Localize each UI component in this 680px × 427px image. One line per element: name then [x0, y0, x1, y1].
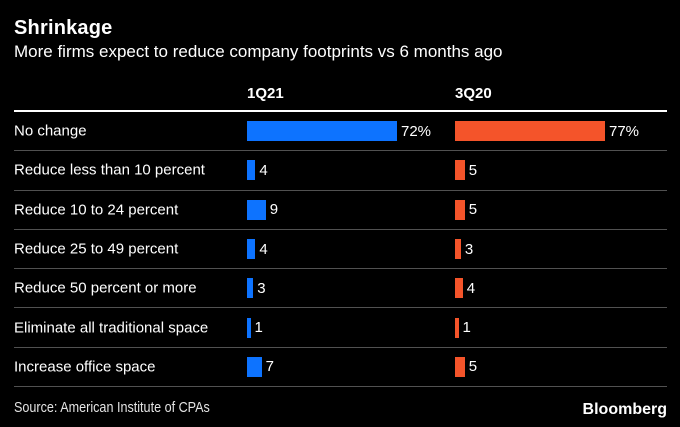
bar-cell-3q20: 77%	[455, 121, 640, 142]
category-label: Increase office space	[14, 358, 156, 376]
category-label: Reduce 25 to 49 percent	[14, 240, 179, 258]
bar-1q21	[247, 356, 262, 377]
bar-3q20	[455, 160, 465, 181]
table-row: Reduce 50 percent or more 3 4	[14, 269, 667, 309]
category-label: No change	[14, 122, 87, 140]
bar-1q21	[247, 199, 266, 220]
bar-cell-1q21: 9	[247, 199, 279, 220]
bar-value-1q21: 72%	[401, 122, 432, 140]
table-row: Reduce 10 to 24 percent 9 5	[14, 191, 667, 230]
chart-subtitle: More firms expect to reduce company foot…	[14, 42, 503, 61]
bar-3q20	[455, 199, 465, 220]
bar-value-1q21: 1	[254, 319, 263, 337]
bar-cell-1q21: 72%	[247, 121, 432, 142]
bar-1q21	[247, 278, 254, 299]
bar-cell-1q21: 4	[247, 239, 268, 260]
header-rule	[14, 110, 667, 112]
bar-value-1q21: 3	[257, 279, 266, 297]
bar-cell-1q21: 3	[247, 278, 266, 299]
bar-value-3q20: 77%	[609, 122, 640, 140]
bar-value-3q20: 3	[464, 240, 474, 258]
bar-3q20	[455, 356, 465, 377]
bar-3q20	[455, 239, 461, 260]
bar-value-1q21: 7	[265, 358, 274, 376]
bar-value-3q20: 5	[468, 161, 478, 179]
category-label: Eliminate all traditional space	[14, 319, 209, 337]
table-row: Eliminate all traditional space 1 1	[14, 308, 667, 348]
bar-1q21	[247, 160, 256, 181]
column-header-1q21: 1Q21	[247, 85, 284, 102]
table-row: Increase office space 7 5	[14, 348, 667, 388]
bar-1q21	[247, 239, 256, 260]
table-row: Reduce less than 10 percent 4 5	[14, 151, 667, 191]
bar-3q20	[455, 121, 605, 142]
bar-value-1q21: 4	[259, 161, 268, 179]
bar-cell-3q20: 3	[455, 239, 474, 260]
category-label: Reduce less than 10 percent	[14, 161, 205, 179]
bloomberg-logo: Bloomberg	[582, 401, 667, 418]
bar-cell-3q20: 1	[455, 317, 471, 338]
bar-cell-3q20: 5	[455, 160, 478, 181]
bar-cell-1q21: 7	[247, 356, 274, 377]
bar-cell-1q21: 4	[247, 160, 268, 181]
bar-3q20	[455, 278, 463, 299]
table-row: Reduce 25 to 49 percent 4 3	[14, 230, 667, 270]
bar-cell-3q20: 5	[455, 199, 478, 220]
bar-value-3q20: 5	[468, 201, 478, 219]
bar-value-3q20: 4	[466, 279, 476, 297]
bar-1q21	[247, 317, 251, 338]
category-label: Reduce 50 percent or more	[14, 279, 197, 297]
bar-3q20	[455, 317, 459, 338]
bar-1q21	[247, 121, 397, 142]
bar-cell-1q21: 1	[247, 317, 263, 338]
bar-cell-3q20: 5	[455, 356, 478, 377]
rows: No change 72% 77% Reduce less than 10 pe…	[14, 112, 667, 388]
bar-value-1q21: 9	[269, 201, 279, 219]
source-credit: Source: American Institute of CPAs	[14, 399, 210, 416]
column-header-3q20: 3Q20	[455, 85, 492, 102]
bar-value-1q21: 4	[259, 240, 268, 258]
bar-value-3q20: 1	[462, 319, 471, 337]
table-row: No change 72% 77%	[14, 112, 667, 152]
bar-value-3q20: 5	[468, 358, 478, 376]
bar-cell-3q20: 4	[455, 278, 476, 299]
category-label: Reduce 10 to 24 percent	[14, 201, 179, 219]
page-title: Shrinkage	[14, 17, 113, 39]
